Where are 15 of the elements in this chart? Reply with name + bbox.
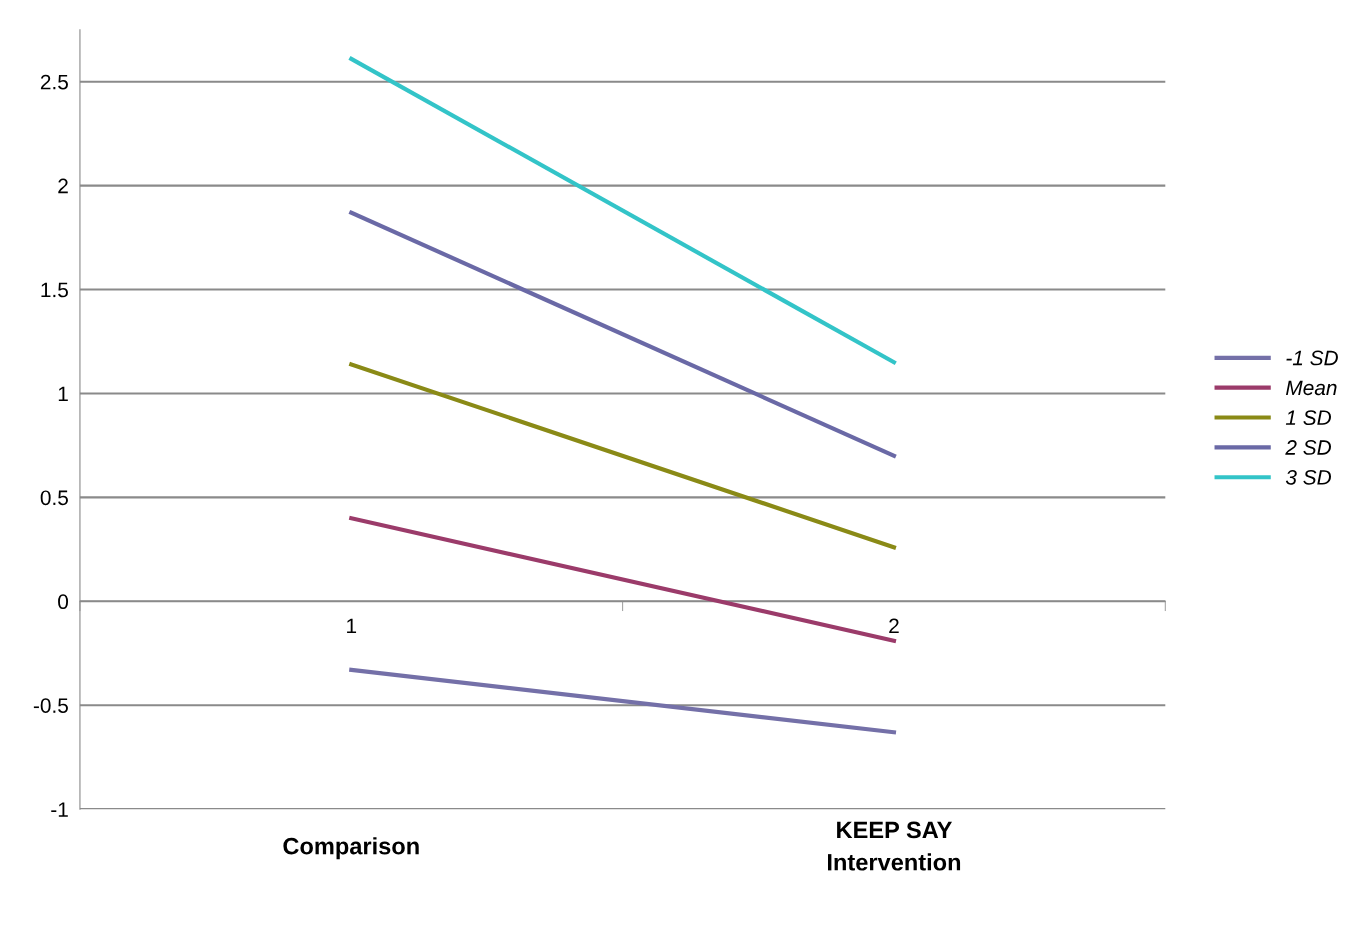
y-tick-label: 0 [58,594,69,610]
legend-label: Mean [1286,380,1337,396]
y-tick-label: -0.5 [33,698,68,713]
text: KEEP SAY Intervention [827,821,961,871]
y-tick-label: 1 [58,386,68,402]
legend-label: 1 SD [1285,410,1332,426]
legend-label: 2 SD [1285,440,1332,455]
y-tick-label: -1 [51,802,68,817]
y-tick-label: 2.5 [40,74,68,90]
legend-label: 3 SD [1285,469,1332,485]
y-tick-label: 0.5 [40,490,68,506]
text: Comparison [283,837,419,860]
y-tick-label: 2 [58,178,68,194]
legend-label: -1 SD [1286,350,1338,366]
y-tick-label: 1.5 [41,282,68,298]
